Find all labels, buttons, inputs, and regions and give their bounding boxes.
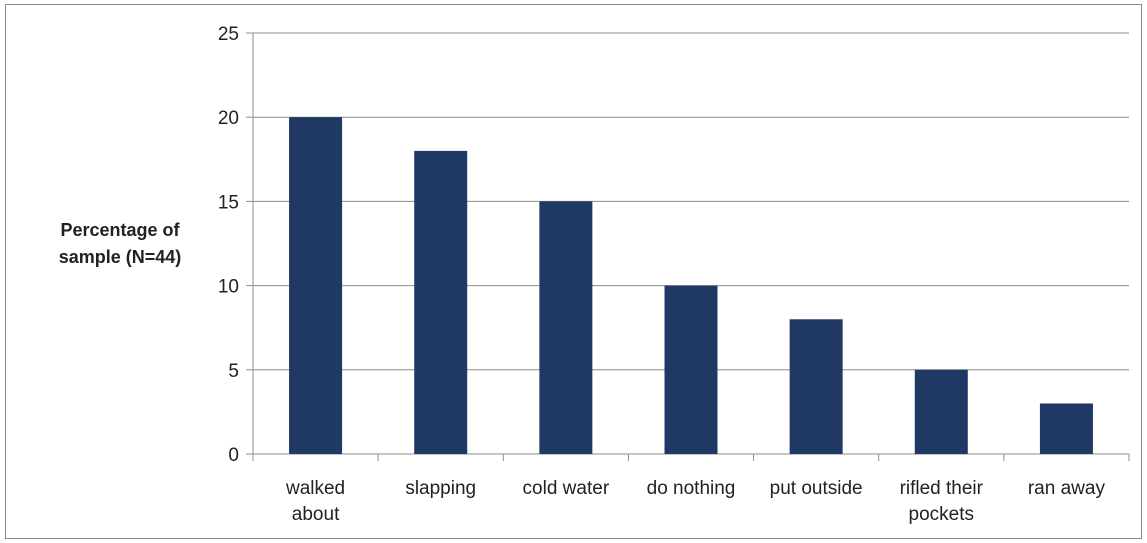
bar-cold-water: [539, 201, 593, 454]
y-axis-title: Percentage of sample (N=44): [59, 220, 182, 267]
y-tick-label: 0: [228, 445, 239, 466]
x-category-label: walked about: [285, 478, 345, 525]
y-tick-label: 15: [218, 192, 239, 213]
bar-slapping: [414, 150, 468, 454]
x-category-label: slapping: [405, 478, 476, 499]
labels: 0 5 10 15 20 25 walked about slapping cold water d…: [59, 24, 1106, 525]
bar-ran-away: [1039, 403, 1093, 454]
x-category-label: ran away: [1028, 478, 1106, 499]
y-tick-label: 25: [218, 24, 239, 45]
y-tick-label: 5: [228, 361, 239, 382]
y-tick-label: 20: [218, 108, 239, 129]
x-category-label: rifled their pockets: [900, 478, 984, 525]
bar-do-nothing: [664, 285, 718, 454]
bar-walked-about: [289, 117, 343, 454]
x-category-label: put outside: [770, 478, 863, 499]
x-category-label: cold water: [523, 478, 610, 499]
bar-put-outside: [789, 319, 843, 454]
y-tick-label: 10: [218, 277, 239, 298]
bars: [289, 117, 1093, 454]
bar-rifled-their-pockets: [914, 369, 968, 454]
x-category-label: do nothing: [647, 478, 736, 499]
